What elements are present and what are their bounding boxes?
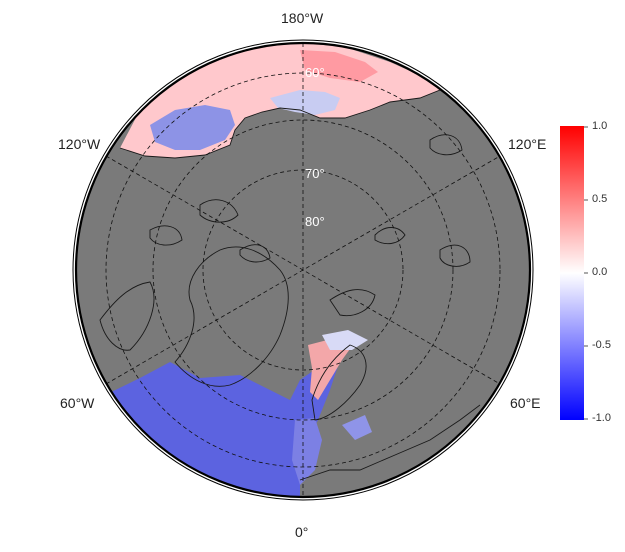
gulf-of-alaska-blue-patch	[150, 105, 235, 150]
lon-label-180w: 180°W	[281, 10, 324, 26]
lat-label-70: 70°	[305, 166, 325, 181]
norwegian-sea-warm-strip	[308, 338, 355, 400]
latitude-circle-70	[152, 119, 454, 421]
colorbar-tick-label-0: 0.0	[592, 266, 608, 278]
map-outer-border	[74, 41, 532, 499]
colorbar-ticks	[584, 126, 588, 420]
colorbar-gradient	[560, 126, 584, 420]
barents-light-patch	[322, 330, 368, 350]
lat-label-80: 80°	[305, 214, 325, 229]
coastlines	[99, 87, 481, 481]
lon-label-60e: 60°E	[510, 395, 541, 411]
colorbar-tick-label-0-5: 0.5	[592, 193, 608, 205]
lon-label-60w: 60°W	[60, 395, 95, 411]
black-sea-patch	[342, 415, 372, 440]
map-outer-border-thin	[72, 39, 534, 501]
colorbar-tick-label-neg-1: -1.0	[592, 412, 611, 424]
lon-label-0: 0°	[295, 524, 309, 540]
lon-label-120w: 120°W	[58, 136, 101, 152]
baltic-cold-region	[292, 418, 322, 485]
lat-label-60: 60°	[305, 65, 325, 80]
meridian-120w-60e	[105, 155, 501, 385]
lon-label-120e: 120°E	[508, 136, 547, 152]
graticule	[105, 43, 501, 497]
colorbar-tick-label-1: 1.0	[592, 120, 608, 132]
colorbar-tick-label-neg-0-5: -0.5	[592, 339, 611, 351]
north-pacific-warm-patch	[300, 50, 378, 82]
